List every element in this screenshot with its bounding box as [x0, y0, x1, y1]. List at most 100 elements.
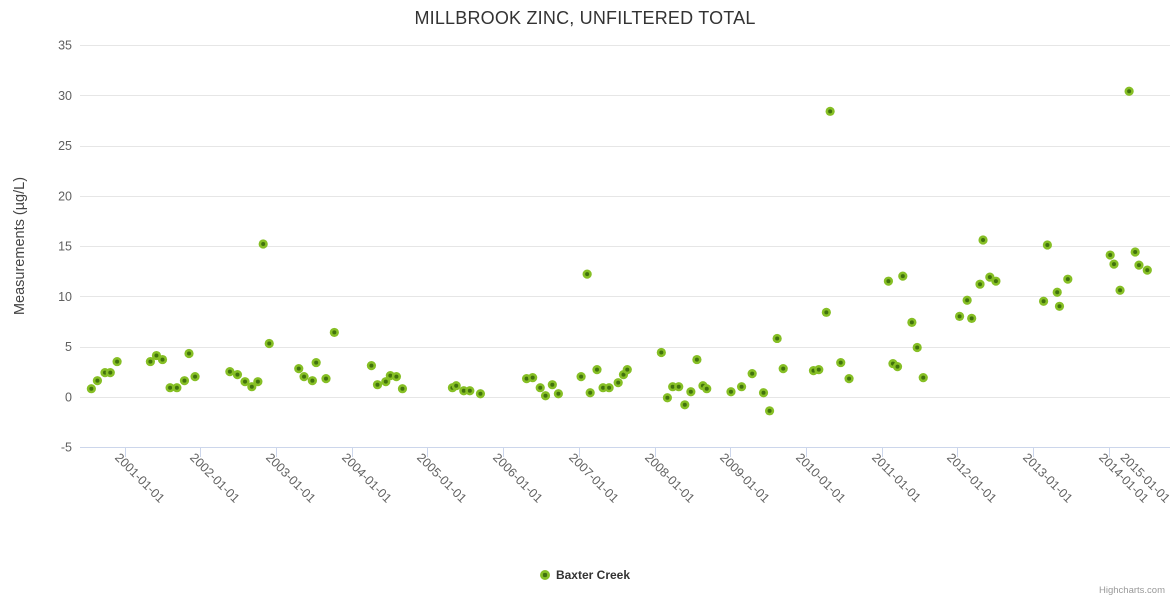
data-point-center	[400, 386, 405, 391]
data-point-center	[616, 380, 621, 385]
data-point-center	[314, 360, 319, 365]
data-point-center	[767, 408, 772, 413]
x-tick-label: 2012-01-01	[944, 450, 999, 505]
data-point-center	[538, 385, 543, 390]
data-point-center	[1065, 277, 1070, 282]
data-point-center	[1127, 89, 1132, 94]
data-point-center	[761, 390, 766, 395]
data-point-center	[847, 376, 852, 381]
data-point-center	[154, 353, 159, 358]
data-point-center	[187, 351, 191, 356]
data-point-center	[556, 391, 561, 396]
data-point-center	[607, 385, 612, 390]
x-tick-label: 2003-01-01	[263, 450, 318, 505]
data-point-center	[915, 345, 920, 350]
data-point-center	[965, 298, 970, 303]
data-point-center	[1055, 290, 1060, 295]
data-point-center	[324, 376, 329, 381]
data-point-center	[625, 367, 630, 372]
x-tick-label: 2011-01-01	[869, 450, 923, 504]
data-point-center	[886, 279, 891, 284]
data-point-center	[550, 382, 555, 387]
y-tick-label: 20	[58, 189, 72, 203]
data-point-center	[676, 384, 681, 389]
data-point-center	[394, 374, 399, 379]
data-point-center	[454, 383, 459, 388]
data-point-center	[168, 385, 173, 390]
data-point-center	[665, 395, 670, 400]
data-point-center	[585, 272, 590, 277]
y-tick-label: 15	[58, 240, 72, 254]
y-tick-label: 0	[65, 390, 72, 404]
data-point-center	[467, 388, 472, 393]
data-point-center	[621, 372, 626, 377]
data-point-center	[838, 360, 843, 365]
data-point-center	[828, 109, 833, 114]
data-point-center	[594, 367, 599, 372]
data-point-center	[227, 369, 232, 374]
data-point-center	[249, 384, 254, 389]
data-point-center	[739, 384, 744, 389]
y-tick-label: 35	[58, 39, 72, 53]
data-point-center	[388, 373, 393, 378]
highcharts-credit-link[interactable]: Highcharts.com	[1099, 585, 1165, 596]
data-point-center	[682, 402, 687, 407]
data-point-center	[579, 374, 584, 379]
y-tick-label: -5	[61, 441, 72, 455]
data-point-center	[1041, 299, 1046, 304]
data-point-center	[694, 357, 699, 362]
data-point-center	[267, 341, 272, 346]
data-point-center	[1133, 250, 1138, 255]
data-point-center	[1111, 262, 1116, 267]
data-point-center	[969, 316, 974, 321]
data-point-center	[909, 320, 914, 325]
data-point-center	[193, 374, 198, 379]
data-point-center	[332, 330, 337, 335]
y-tick-label: 30	[58, 89, 72, 103]
data-point-center	[296, 366, 301, 371]
data-point-center	[1108, 253, 1113, 258]
data-point-center	[704, 386, 709, 391]
data-point-center	[174, 385, 179, 390]
data-point-center	[524, 376, 529, 381]
data-point-center	[900, 274, 905, 279]
legend: Baxter Creek	[0, 568, 1170, 582]
data-point-center	[235, 372, 240, 377]
data-point-center	[1118, 288, 1123, 293]
data-point-center	[369, 363, 374, 368]
data-point-center	[543, 393, 548, 398]
legend-label: Baxter Creek	[555, 568, 631, 582]
data-point-center	[478, 391, 483, 396]
data-point-center	[978, 282, 983, 287]
legend-item-baxter-creek[interactable]: Baxter Creek	[539, 568, 631, 582]
data-point-center	[816, 367, 821, 372]
data-point-center	[750, 371, 755, 376]
data-point-center	[981, 237, 986, 242]
data-point-center	[310, 378, 315, 383]
data-point-center	[1045, 242, 1050, 247]
x-tick-label: 2006-01-01	[490, 450, 545, 505]
x-tick-label: 2002-01-01	[187, 450, 242, 505]
data-point-center	[921, 375, 926, 380]
data-point-center	[302, 374, 307, 379]
data-point-center	[108, 370, 113, 375]
data-point-center	[659, 350, 664, 355]
data-point-center	[1136, 263, 1141, 268]
data-point-center	[182, 378, 187, 383]
data-point-center	[1057, 304, 1062, 309]
y-tick-label: 25	[58, 139, 72, 153]
data-point-center	[375, 382, 380, 387]
data-point-center	[824, 310, 829, 315]
x-tick-label: 2007-01-01	[566, 450, 621, 505]
data-point-center	[588, 390, 593, 395]
data-point-center	[115, 359, 120, 364]
data-point-center	[775, 336, 780, 341]
data-point-center	[728, 389, 733, 394]
data-point-center	[987, 275, 992, 280]
data-point-center	[530, 375, 535, 380]
data-point-center	[89, 386, 94, 391]
data-point-center	[1145, 268, 1150, 273]
data-point-center	[781, 366, 786, 371]
data-point-center	[670, 384, 675, 389]
